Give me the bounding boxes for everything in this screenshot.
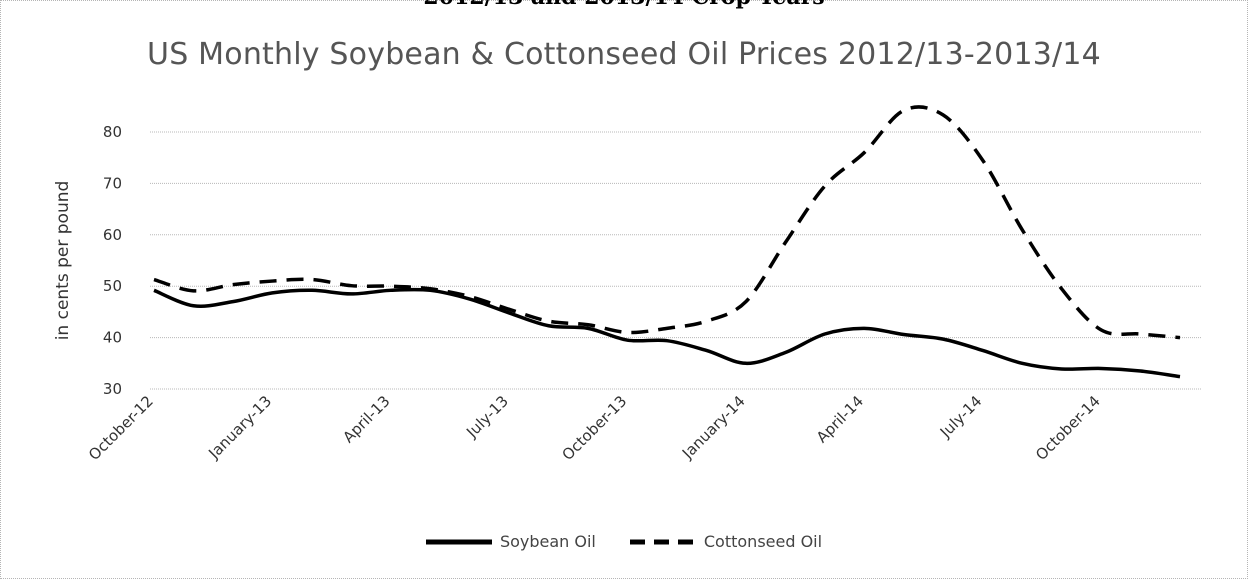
legend-item-soybean-oil: Soybean Oil xyxy=(425,532,596,551)
y-tick-label: 50 xyxy=(103,277,122,295)
x-tick-label: October-14 xyxy=(1032,392,1104,464)
x-tick-label: January-13 xyxy=(204,392,275,463)
y-axis-ticks: 30 40 50 60 70 80 xyxy=(103,123,122,398)
legend-swatch-dashed xyxy=(629,539,696,544)
y-axis-label: in cents per pound xyxy=(53,181,73,341)
clipped-heading: 2012/13 and 2013/14 Crop Years xyxy=(0,0,1248,10)
y-tick-label: 40 xyxy=(103,329,122,347)
x-tick-label: July-13 xyxy=(462,392,512,442)
y-tick-label: 80 xyxy=(103,123,122,141)
x-axis-ticks: October-12 January-13 April-13 July-13 Octob… xyxy=(85,392,1104,464)
series-line-cottonseed-oil xyxy=(153,105,1181,340)
legend: Soybean Oil Cottonseed Oil xyxy=(0,532,1248,551)
y-tick-label: 70 xyxy=(103,174,122,192)
y-tick-label: 60 xyxy=(103,226,122,244)
chart-title: US Monthly Soybean & Cottonseed Oil Pric… xyxy=(147,37,1101,72)
x-tick-label: October-12 xyxy=(85,392,157,464)
legend-label-cottonseed-oil: Cottonseed Oil xyxy=(703,532,823,551)
x-tick-label: July-14 xyxy=(936,392,986,442)
legend-label-soybean-oil: Soybean Oil xyxy=(499,532,596,551)
legend-item-cottonseed-oil: Cottonseed Oil xyxy=(629,532,823,551)
x-tick-label: April-14 xyxy=(813,392,867,446)
y-tick-label: 30 xyxy=(103,380,122,398)
x-tick-label: April-13 xyxy=(339,392,393,446)
legend-swatch-solid xyxy=(425,539,492,544)
series-line-soybean-oil xyxy=(153,287,1181,379)
series-lines xyxy=(153,105,1181,379)
x-tick-label: January-14 xyxy=(678,392,749,463)
gridlines xyxy=(150,131,1202,390)
x-tick-label: October-13 xyxy=(559,392,631,464)
